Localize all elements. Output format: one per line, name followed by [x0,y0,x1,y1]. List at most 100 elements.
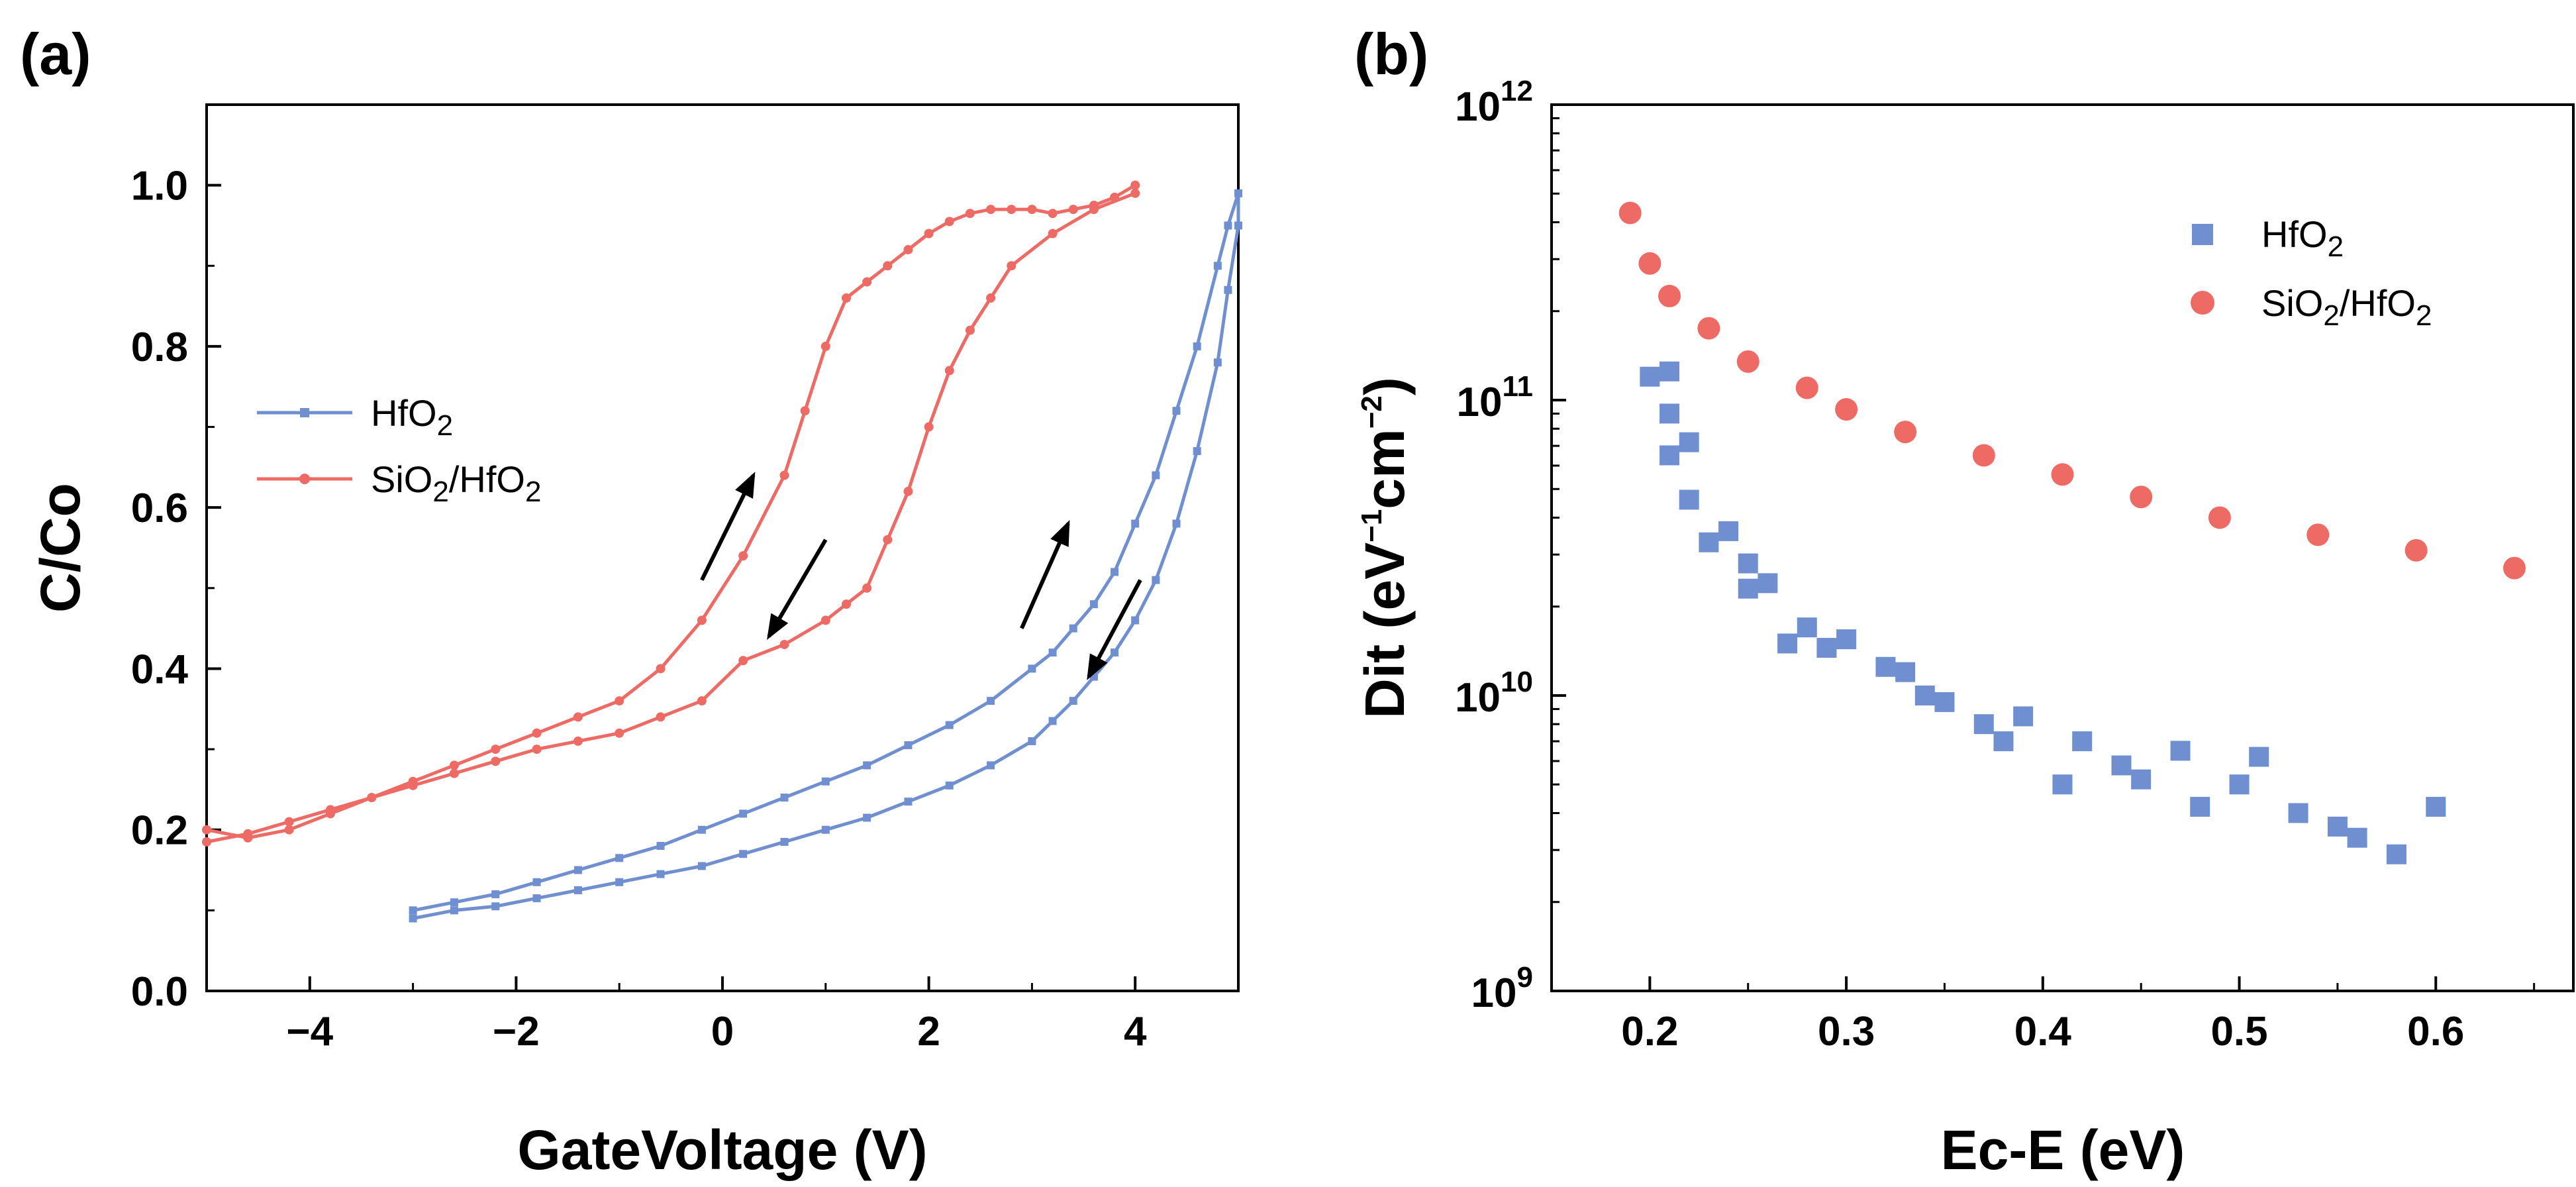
data-point-hfo2 [1797,617,1817,638]
data-point-hfo2 [573,866,582,874]
panel-b-x-axis-title: Ec-E (eV) [1941,1119,2185,1181]
panel-b-series [1618,201,2526,864]
data-point-hfo2 [532,878,541,886]
series-line-hfo2 [413,191,1240,920]
data-point-sio2-hfo2 [408,780,418,790]
data-point-hfo2 [739,809,748,818]
panel-a-plot-frame [205,103,1240,992]
data-point-hfo2 [904,798,913,806]
data-point-sio2-hfo2 [615,696,624,706]
data-point-hfo2 [2288,803,2308,823]
data-point-hfo2 [1934,692,1955,712]
data-point-sio2-hfo2 [738,551,748,561]
data-point-sio2-hfo2 [1110,192,1120,202]
data-point-hfo2 [1973,714,1994,735]
data-point-hfo2 [739,850,748,858]
legend-entry-sio2-hfo2: SiO2/HfO2 [257,458,541,508]
data-point-hfo2 [2131,769,2152,790]
data-point-hfo2 [780,837,789,846]
data-point-hfo2 [1679,432,1699,452]
panel-a-series [202,180,1242,923]
data-point-sio2-hfo2 [2051,463,2074,486]
data-point-sio2-hfo2 [615,728,624,738]
data-point-hfo2 [1718,521,1739,541]
data-point-hfo2 [2347,827,2367,848]
data-point-hfo2 [1069,624,1077,633]
data-point-sio2-hfo2 [1068,205,1078,215]
y-tick-label: 1010 [1455,666,1533,721]
data-point-hfo2 [2111,755,2132,776]
data-point-sio2-hfo2 [1795,376,1818,399]
data-point-hfo2 [1089,600,1098,609]
data-point-sio2-hfo2 [986,205,996,215]
data-point-hfo2 [821,777,830,786]
panel-a-x-axis-title: GateVoltage (V) [517,1119,927,1181]
x-tick-label: 0 [711,1009,734,1055]
arrow-head [767,613,789,640]
data-point-sio2-hfo2 [2208,506,2231,529]
arrow-head [735,472,756,499]
data-point-hfo2 [573,886,582,894]
data-point-hfo2 [2013,706,2034,727]
data-point-hfo2 [987,761,995,770]
legend-entry-sio2-hfo2: SiO2/HfO2 [2191,282,2432,332]
data-point-hfo2 [1131,616,1140,625]
data-point-sio2-hfo2 [883,261,893,271]
data-point-hfo2 [1048,648,1057,657]
data-point-hfo2 [1660,445,1680,466]
legend-label-hfo2: HfO2 [2261,213,2344,263]
data-point-sio2-hfo2 [841,599,851,609]
data-point-sio2-hfo2 [944,217,954,227]
data-point-sio2-hfo2 [800,406,810,416]
panel-a-legend: HfO2 SiO2/HfO2 [257,392,541,508]
data-point-sio2-hfo2 [656,664,666,674]
data-point-hfo2 [2190,797,2210,817]
panel-a-label: (a) [20,21,91,87]
data-point-hfo2 [1152,576,1160,584]
data-point-hfo2 [409,914,417,923]
panel-b-chart: (b) 0.2 0.3 0.4 0.5 0.6 109 1010 1011 1012 Ec-E … [1354,21,2575,1181]
y-tick-label: 0.8 [131,325,188,370]
panel-b-y-axis-title: Dit (eV−1cm−2) [1354,377,1416,719]
data-point-hfo2 [1193,447,1201,456]
data-point-sio2-hfo2 [841,293,851,303]
legend-entry-hfo2: HfO2 [257,392,453,442]
x-tick-label: 0.2 [1621,1009,1678,1055]
data-point-sio2-hfo2 [284,825,294,835]
data-point-hfo2 [491,902,500,911]
data-point-hfo2 [1111,648,1119,657]
data-point-hfo2 [1679,490,1699,510]
data-point-hfo2 [1028,664,1036,673]
data-point-sio2-hfo2 [1894,421,1917,444]
data-point-sio2-hfo2 [491,756,501,766]
data-point-hfo2 [1172,519,1181,528]
data-point-sio2-hfo2 [965,209,975,219]
data-point-hfo2 [532,894,541,903]
arrow-head [1087,653,1108,680]
x-tick-label: −2 [493,1009,540,1055]
data-point-sio2-hfo2 [1048,209,1058,219]
x-tick-label: 0.6 [2407,1009,2464,1055]
data-point-hfo2 [1111,568,1119,576]
data-point-hfo2 [2327,816,2348,837]
legend-marker-sio2-hfo2 [2191,291,2214,315]
legend-label-hfo2: HfO2 [371,392,453,442]
data-point-hfo2 [1069,697,1077,705]
data-point-hfo2 [987,697,995,705]
x-tick-label: 0.4 [2014,1009,2072,1055]
data-point-sio2-hfo2 [1027,205,1037,215]
panel-b-axes: 0.2 0.3 0.4 0.5 0.6 109 1010 1011 1012 [1455,75,2536,1055]
data-point-sio2-hfo2 [449,768,459,778]
data-point-sio2-hfo2 [779,470,789,480]
data-point-hfo2 [1234,221,1242,230]
data-point-sio2-hfo2 [986,293,996,303]
data-point-sio2-hfo2 [284,817,294,827]
data-point-hfo2 [2229,774,2250,795]
data-point-sio2-hfo2 [697,696,707,706]
data-point-hfo2 [1213,262,1222,270]
data-point-hfo2 [1738,553,1758,574]
data-point-sio2-hfo2 [491,745,501,754]
data-point-hfo2 [1028,737,1036,745]
panel-b-legend: HfO2 SiO2/HfO2 [2191,213,2432,332]
arrow-head [1050,520,1070,547]
